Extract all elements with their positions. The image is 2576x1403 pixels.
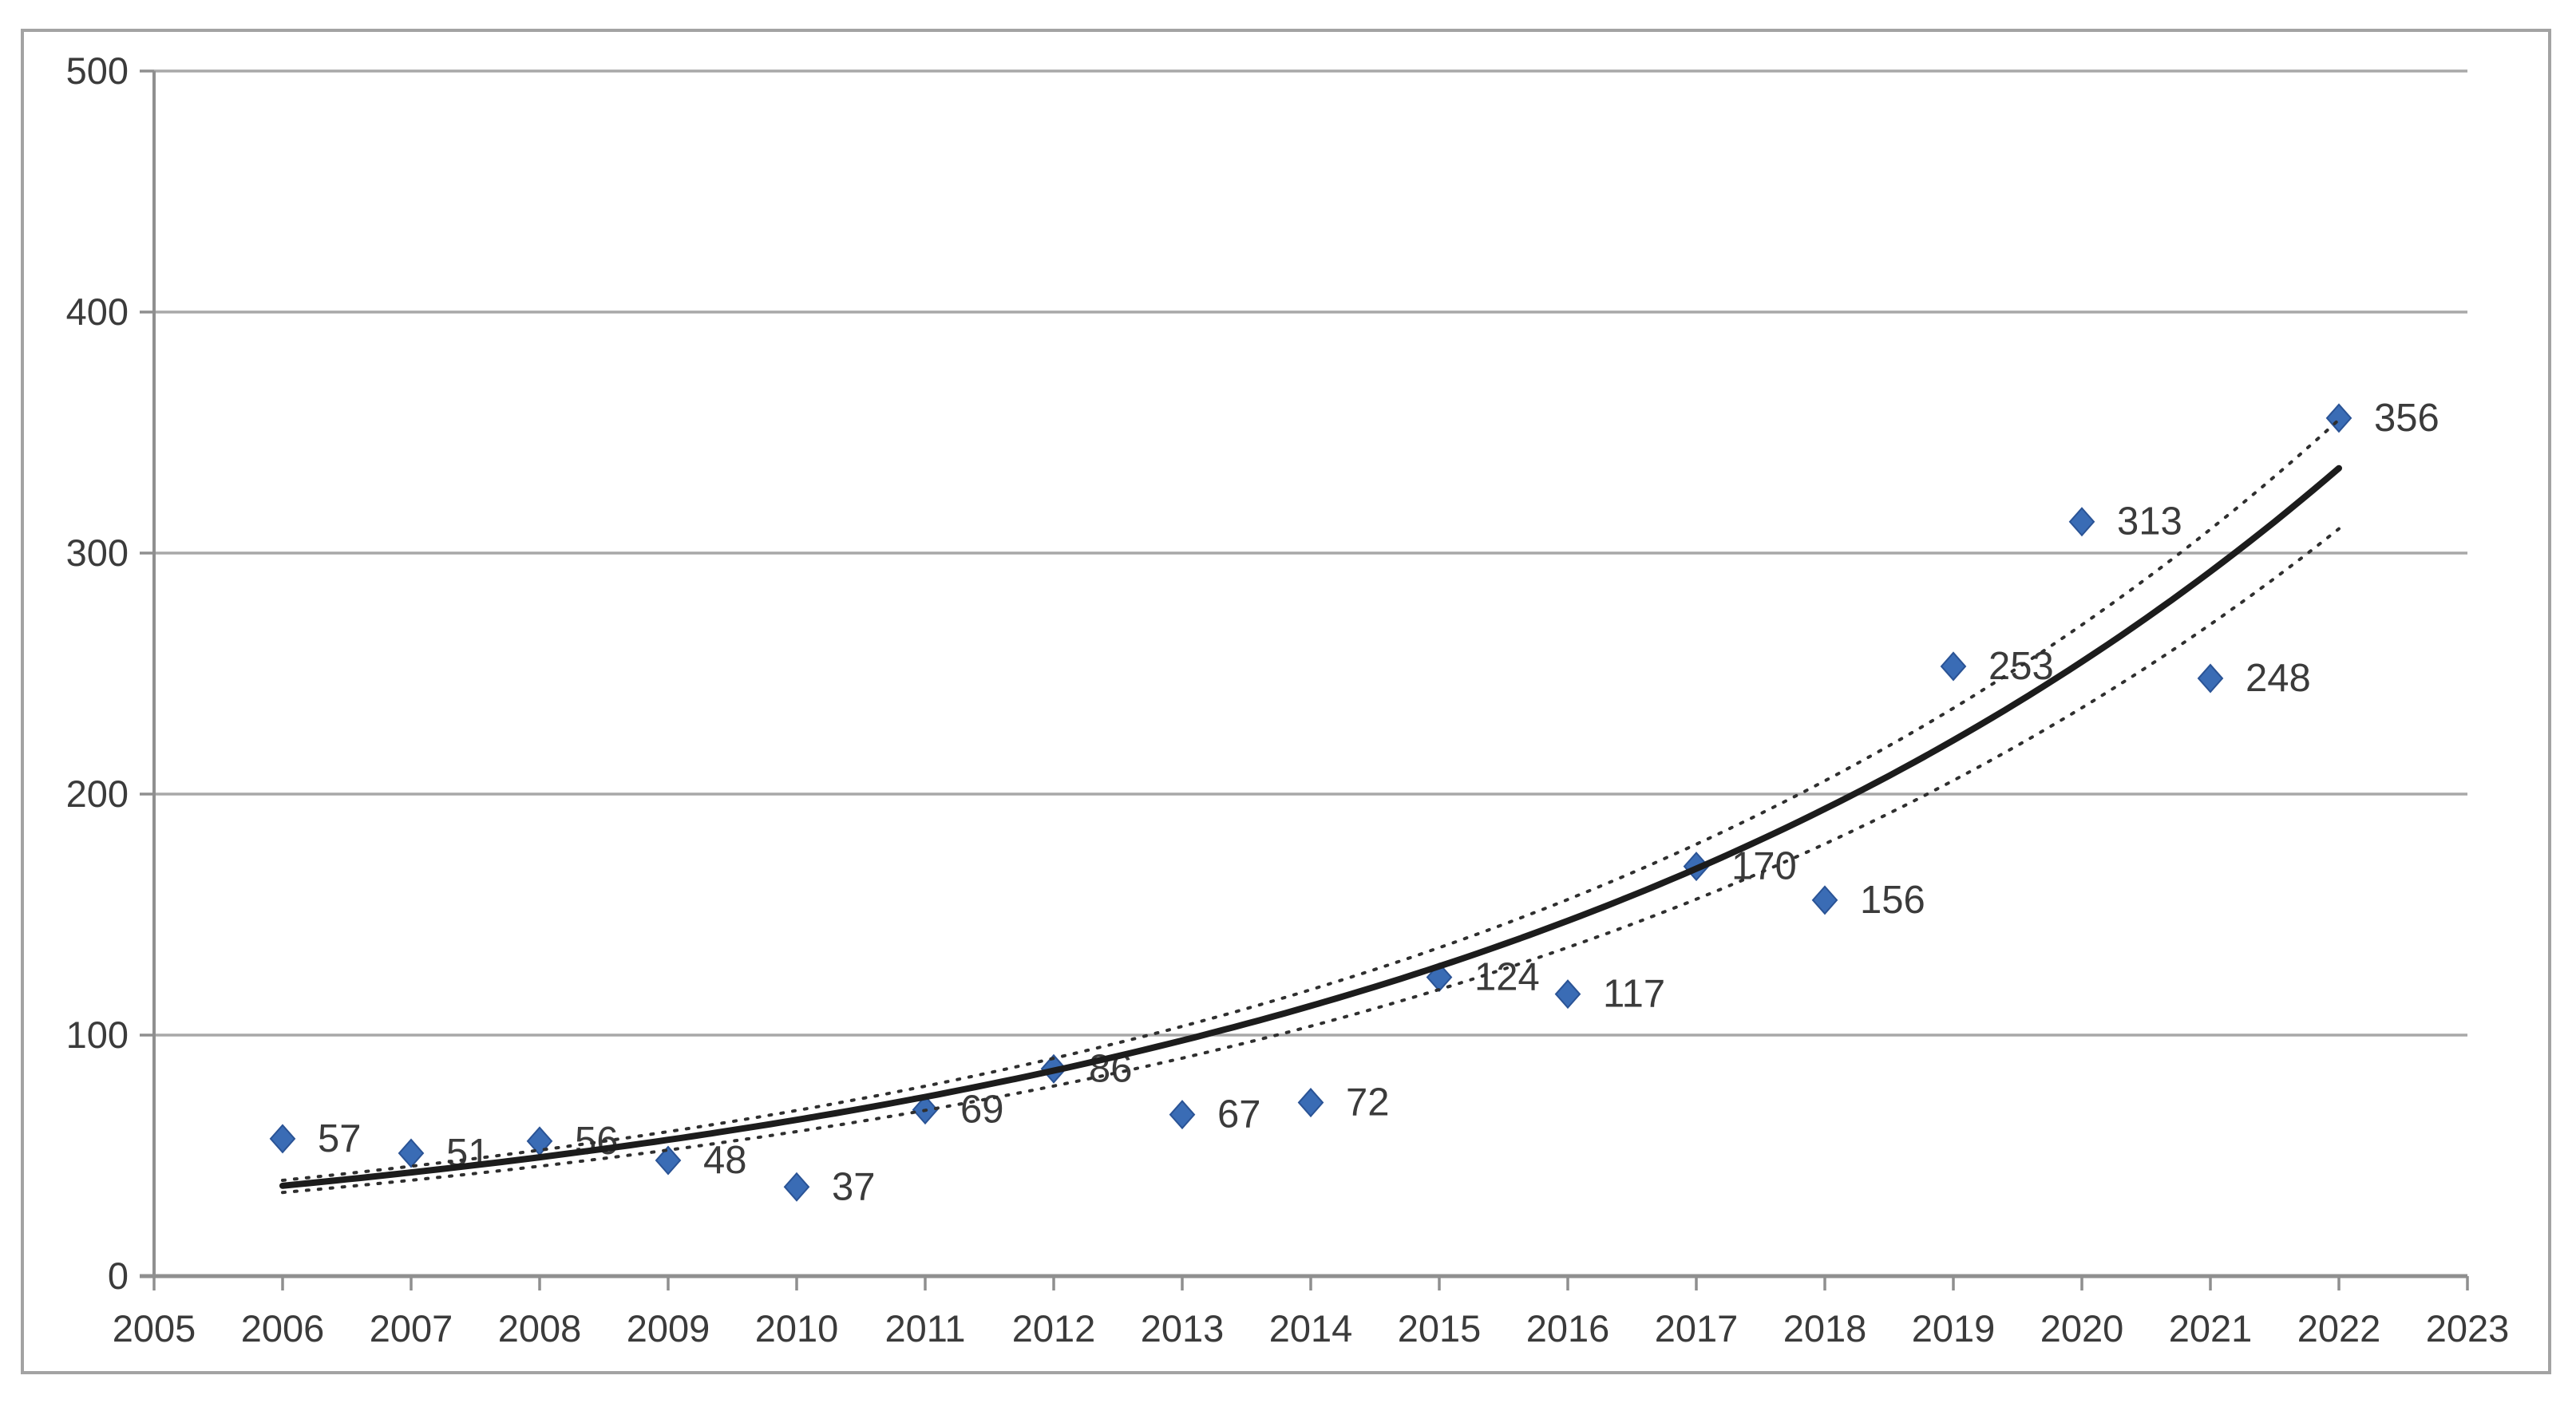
x-axis-tick-label: 2007: [370, 1307, 453, 1350]
y-axis-tick-label: 400: [66, 290, 129, 333]
data-point-marker: [1169, 1100, 1196, 1130]
data-point-label: 117: [1603, 973, 1665, 1016]
y-axis-tick-label: 300: [66, 532, 129, 574]
x-axis-tick-label: 2022: [2297, 1307, 2381, 1350]
data-point-label: 124: [1474, 956, 1540, 999]
x-axis-tick-label: 2009: [627, 1307, 710, 1350]
x-axis-tick-label: 2010: [755, 1307, 839, 1350]
x-axis-tick-label: 2005: [113, 1307, 196, 1350]
x-axis-tick-label: 2015: [1398, 1307, 1482, 1350]
data-point-label: 313: [2117, 500, 2182, 543]
y-axis-tick-label: 100: [66, 1014, 129, 1056]
x-axis-tick-label: 2013: [1141, 1307, 1225, 1350]
data-point-label: 69: [960, 1089, 1004, 1132]
data-point-marker: [1554, 979, 1581, 1010]
x-axis-tick-label: 2020: [2040, 1307, 2124, 1350]
x-axis-tick-label: 2017: [1655, 1307, 1739, 1350]
y-axis-tick-label: 500: [66, 49, 129, 92]
data-point-marker: [398, 1138, 425, 1168]
data-point-marker: [655, 1145, 682, 1176]
y-axis-tick-label: 200: [66, 773, 129, 815]
trend-lower-band-line: [281, 527, 2341, 1195]
data-point-marker: [2325, 403, 2352, 433]
y-axis-tick-label: 0: [108, 1255, 129, 1297]
data-point-label: 356: [2374, 397, 2439, 440]
x-axis-tick-label: 2011: [884, 1307, 965, 1350]
data-point-label: 48: [703, 1139, 747, 1182]
data-point-marker: [2068, 507, 2095, 537]
figure-border: [21, 29, 2551, 1374]
data-point-marker: [783, 1172, 810, 1202]
x-axis-tick-label: 2006: [241, 1307, 325, 1350]
x-axis-tick-label: 2012: [1012, 1307, 1096, 1350]
data-point-label: 248: [2246, 657, 2311, 700]
data-point-marker: [1297, 1088, 1324, 1118]
x-axis-tick-label: 2019: [1912, 1307, 1996, 1350]
data-point-marker: [1811, 885, 1838, 915]
x-axis-tick-label: 2023: [2426, 1307, 2510, 1350]
x-axis-tick-label: 2018: [1783, 1307, 1867, 1350]
x-axis-tick-label: 2014: [1269, 1307, 1353, 1350]
chart-figure: 0 100 200 300 400 500 2005 2006 2007 2008 2009 2010…: [21, 29, 2551, 1374]
data-point-label: 56: [575, 1120, 619, 1163]
data-point-label: 72: [1346, 1081, 1390, 1124]
data-point-marker: [269, 1124, 296, 1154]
x-axis-tick-label: 2008: [498, 1307, 582, 1350]
data-point-label: 67: [1217, 1093, 1261, 1136]
x-axis-tick-label: 2021: [2169, 1307, 2253, 1350]
x-axis-tick-label: 2016: [1526, 1307, 1610, 1350]
data-point-marker: [1940, 651, 1967, 682]
data-point-label: 156: [1860, 879, 1925, 922]
data-point-label: 57: [318, 1117, 362, 1160]
trend-line: [279, 464, 2342, 1189]
data-point-label: 37: [832, 1165, 876, 1208]
data-point-marker: [2197, 663, 2224, 694]
